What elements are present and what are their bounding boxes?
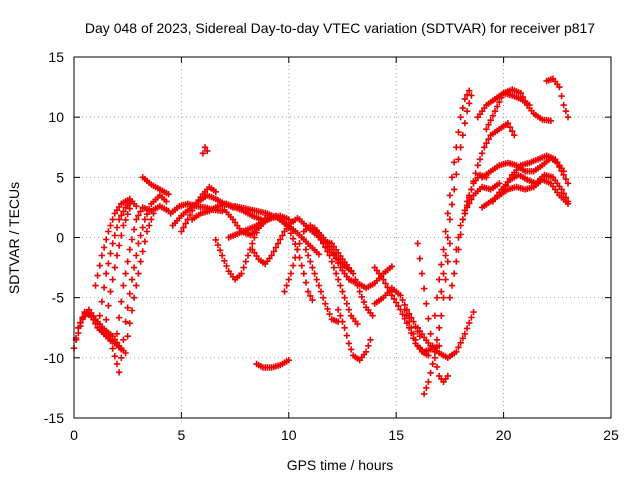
data-point-markers	[414, 240, 451, 386]
satellite-track	[118, 192, 170, 361]
satellite-track	[113, 203, 172, 337]
satellite-track	[461, 120, 518, 217]
y-axis-label: SDTVAR / TECUs	[6, 182, 22, 294]
data-point-markers	[124, 210, 157, 340]
satellite-track	[199, 144, 211, 157]
satellite-track	[420, 240, 454, 398]
y-tick-label: -10	[44, 350, 64, 366]
data-point-markers	[446, 171, 490, 301]
satellite-track	[75, 308, 123, 376]
satellite-track	[328, 258, 361, 328]
data-point-markers	[277, 216, 316, 304]
y-tick-label: -15	[44, 410, 64, 426]
data-point-markers	[139, 174, 172, 198]
satellite-track	[253, 357, 292, 371]
satellite-track	[543, 75, 572, 121]
satellite-track	[453, 180, 503, 253]
data-point-markers	[100, 205, 133, 337]
data-point-markers	[543, 75, 572, 121]
data-point-markers	[96, 198, 136, 319]
satellite-track	[100, 205, 133, 337]
satellite-track	[414, 240, 451, 386]
satellite-track	[431, 87, 473, 319]
x-tick-label: 20	[496, 427, 512, 443]
data-point-markers	[420, 240, 454, 398]
data-point-markers	[113, 203, 172, 337]
satellite-track	[96, 198, 136, 319]
x-tick-label: 15	[388, 427, 404, 443]
satellite-track	[124, 210, 157, 340]
data-point-markers	[453, 180, 503, 253]
tick-layer: 0 5 10 15 20 25 -15 -10 -5 0 5 10 15	[44, 49, 619, 443]
data-point-markers	[199, 144, 211, 157]
data-point-markers	[483, 86, 555, 133]
satellite-track	[277, 216, 316, 304]
satellite-track	[302, 246, 342, 325]
data-point-markers	[438, 92, 475, 295]
y-tick-label: 10	[48, 109, 64, 125]
data-point-markers	[431, 87, 473, 319]
y-tick-label: 5	[56, 169, 64, 185]
x-tick-label: 0	[70, 427, 78, 443]
chart-title: Day 048 of 2023, Sidereal Day-to-day VTE…	[85, 20, 595, 36]
satellite-track	[446, 171, 490, 301]
satellite-track	[317, 236, 376, 319]
data-point-markers	[461, 120, 518, 217]
data-layer	[70, 75, 572, 398]
x-tick-label: 5	[178, 427, 186, 443]
data-point-markers	[335, 306, 374, 364]
data-point-markers	[328, 258, 361, 328]
satellite-track	[371, 264, 432, 359]
x-axis-label: GPS time / hours	[287, 457, 394, 473]
y-tick-label: -5	[52, 290, 65, 306]
satellite-track	[371, 284, 423, 340]
data-point-markers	[253, 357, 292, 371]
satellite-track	[139, 174, 172, 198]
y-tick-label: 15	[48, 49, 64, 65]
x-tick-label: 10	[281, 427, 297, 443]
satellite-track	[483, 86, 555, 133]
data-point-markers	[75, 308, 123, 376]
data-point-markers	[371, 264, 432, 359]
x-tick-label: 25	[603, 427, 619, 443]
data-point-markers	[302, 246, 342, 325]
satellite-track	[178, 183, 219, 235]
data-point-markers	[118, 192, 170, 361]
satellite-track	[478, 176, 572, 211]
data-point-markers	[371, 284, 423, 340]
data-point-markers	[478, 176, 572, 211]
satellite-track	[335, 306, 374, 364]
data-point-markers	[317, 236, 376, 319]
satellite-track	[438, 92, 475, 295]
data-point-markers	[178, 183, 219, 235]
y-tick-label: 0	[56, 230, 64, 246]
